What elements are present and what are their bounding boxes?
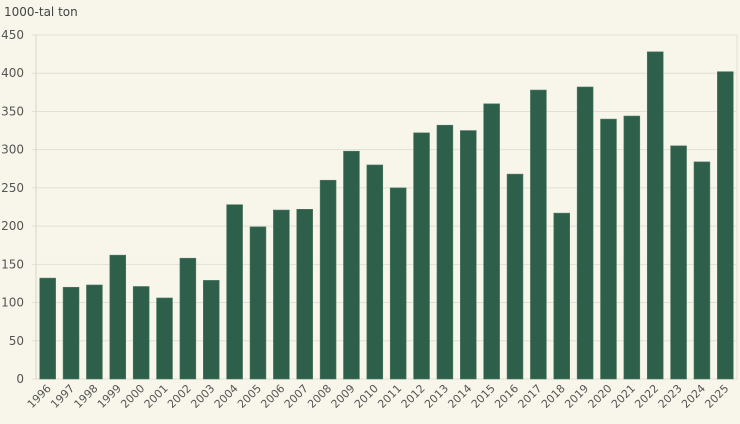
bar-2020 xyxy=(600,118,617,380)
bar-2017 xyxy=(530,89,547,380)
bar-2025 xyxy=(717,71,734,380)
bar-2009 xyxy=(343,150,360,380)
x-tick-label: 2013 xyxy=(422,382,451,411)
x-tick-label: 2007 xyxy=(282,382,311,411)
y-tick-label: 250 xyxy=(1,181,24,195)
x-tick-label: 2001 xyxy=(142,382,171,411)
bar-1999 xyxy=(109,254,127,380)
x-tick-label: 2019 xyxy=(562,382,591,411)
x-tick-label: 2014 xyxy=(445,382,474,411)
x-tick-label: 2012 xyxy=(399,382,428,411)
bar-2013 xyxy=(436,124,454,380)
x-tick-label: 2023 xyxy=(656,382,685,411)
y-tick-label: 200 xyxy=(1,219,24,233)
bar-2014 xyxy=(460,130,477,380)
x-tick-label: 1997 xyxy=(48,382,77,411)
x-tick-label: 2006 xyxy=(258,382,287,411)
bar-2011 xyxy=(389,187,407,380)
bar-2001 xyxy=(156,297,173,380)
x-tick-label: 2024 xyxy=(679,382,708,411)
bar-2018 xyxy=(553,212,570,380)
x-tick-label: 2010 xyxy=(352,382,381,411)
y-tick-label: 300 xyxy=(1,143,24,157)
bar-2019 xyxy=(576,86,594,380)
bar-2003 xyxy=(203,280,220,380)
x-tick-label: 2016 xyxy=(492,382,521,411)
y-tick-label: 350 xyxy=(1,104,24,118)
y-tick-label: 450 xyxy=(1,28,24,42)
x-tick-label: 2009 xyxy=(329,382,358,411)
bar-1998 xyxy=(86,284,103,380)
y-axis-unit-label: 1000-tal ton xyxy=(4,5,78,19)
bar-2022 xyxy=(646,51,664,380)
x-tick-label: 2018 xyxy=(539,382,568,411)
x-tick-label: 2015 xyxy=(469,382,498,411)
x-tick-label: 1996 xyxy=(25,382,54,411)
bar-2021 xyxy=(623,115,641,380)
x-tick-label: 2020 xyxy=(586,382,615,411)
x-tick-label: 2000 xyxy=(118,382,147,411)
x-tick-label: 2004 xyxy=(212,382,241,411)
x-tick-label: 2005 xyxy=(235,382,264,411)
y-tick-label: 0 xyxy=(16,372,24,386)
y-tick-label: 150 xyxy=(1,257,24,271)
bar-2007 xyxy=(296,208,313,380)
bar-2008 xyxy=(319,179,337,380)
bar-1997 xyxy=(62,286,80,380)
x-tick-label: 1998 xyxy=(72,382,101,411)
x-tick-label: 2003 xyxy=(188,382,217,411)
y-tick-label: 400 xyxy=(1,66,24,80)
x-tick-label: 2011 xyxy=(375,382,404,411)
x-tick-label: 1999 xyxy=(95,382,124,411)
x-tick-label: 2022 xyxy=(632,382,661,411)
x-tick-label: 2017 xyxy=(516,382,545,411)
bar-2024 xyxy=(693,161,711,380)
bar-2006 xyxy=(273,209,290,380)
bar-2000 xyxy=(132,286,150,380)
x-tick-label: 2021 xyxy=(609,382,638,411)
bar-2002 xyxy=(179,257,197,380)
bar-2023 xyxy=(670,145,687,380)
y-tick-label: 100 xyxy=(1,296,24,310)
bar-2015 xyxy=(483,103,500,380)
bar-2012 xyxy=(413,132,430,380)
bar-1996 xyxy=(39,277,56,380)
y-tick-label: 50 xyxy=(9,334,24,348)
x-tick-label: 2025 xyxy=(702,382,731,411)
x-tick-label: 2002 xyxy=(165,382,194,411)
x-tick-label: 2008 xyxy=(305,382,334,411)
bar-2010 xyxy=(366,164,384,380)
bar-2004 xyxy=(226,204,243,380)
bar-2016 xyxy=(506,173,524,380)
bar-2005 xyxy=(249,226,267,380)
